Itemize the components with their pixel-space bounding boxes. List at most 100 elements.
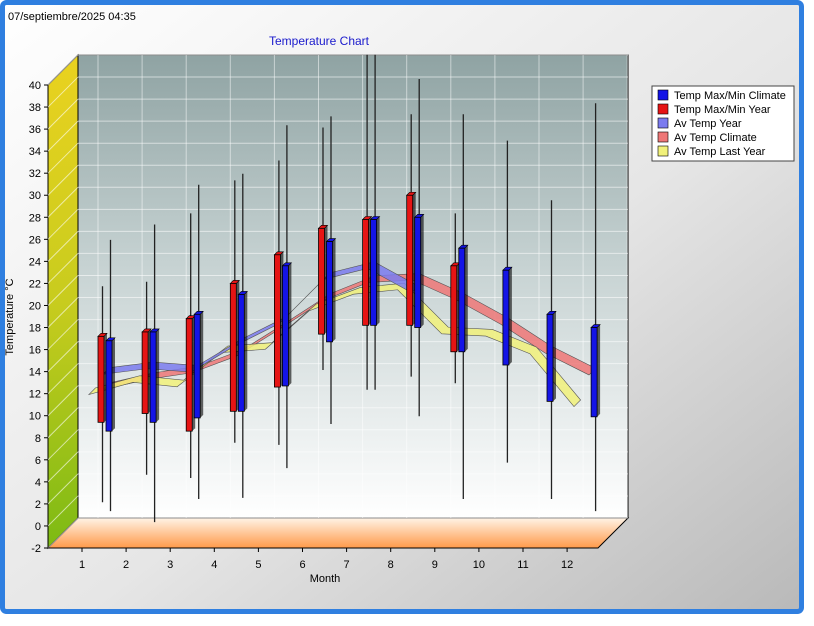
y-tick-label: 34 [29, 146, 41, 158]
year-box [450, 265, 458, 353]
x-tick-label: 12 [561, 559, 573, 571]
climate-box-side [420, 214, 424, 328]
y-tick-label: 20 [29, 300, 41, 312]
y-tick-label: 40 [29, 80, 41, 92]
climate-box-side [244, 291, 248, 412]
x-tick-label: 2 [123, 559, 129, 571]
climate-box-side [508, 267, 512, 366]
y-tick-label: -2 [31, 543, 41, 555]
grid-line-side [47, 186, 79, 218]
legend-label: Av Temp Last Year [674, 146, 766, 158]
grid-line-side [47, 319, 79, 350]
grid-line-side [47, 142, 79, 174]
x-tick-label: 11 [517, 559, 528, 571]
x-axis-ticks: 1 2 3 4 5 6 7 8 9 10 11 12 [48, 547, 598, 571]
year-box [141, 331, 149, 414]
grid-line-side [47, 429, 79, 461]
y-tick-label: 28 [29, 212, 41, 224]
climate-box [370, 219, 378, 326]
legend-box [651, 85, 795, 162]
y-tick-label: 36 [29, 124, 41, 136]
floor [46, 517, 630, 549]
year-box [229, 283, 237, 412]
grid-line-side [47, 407, 79, 439]
year-box [318, 227, 325, 335]
legend: Temp Max/Min Climate Temp Max/Min Year Av … [651, 85, 795, 162]
grid-line-side [47, 385, 79, 417]
grid-line-side [47, 253, 79, 284]
x-axis-label: Month [310, 573, 341, 585]
climate-box [105, 340, 113, 432]
y-tick-label: 14 [29, 367, 41, 379]
y-tick-label: 22 [29, 278, 41, 290]
year-box [362, 219, 370, 326]
grid-line-side [47, 208, 79, 240]
y-axis-label: Temperature °C [4, 278, 16, 355]
grid-line-side [47, 54, 79, 86]
climate-box-side [200, 311, 204, 418]
y-tick-label: 4 [35, 477, 41, 489]
legend-label: Temp Max/Min Climate [674, 90, 786, 102]
grid-line-side [47, 76, 79, 108]
grid-line-side [47, 495, 79, 527]
climate-box-side [288, 262, 292, 386]
grid-line-side [47, 341, 79, 372]
legend-swatch [657, 89, 669, 101]
y-tick-label: 16 [29, 345, 41, 357]
climate-box [546, 313, 554, 402]
y-tick-label: 10 [29, 411, 41, 423]
climate-box-side [597, 324, 601, 417]
y-tick-label: 32 [29, 168, 41, 180]
climate-box [458, 247, 466, 353]
grid-line-side [47, 297, 79, 328]
year-box [185, 318, 193, 432]
legend-swatch [657, 117, 669, 129]
x-tick-label: 10 [473, 559, 485, 571]
year-box [273, 254, 281, 388]
climate-box [193, 313, 201, 419]
climate-box-side [112, 337, 115, 432]
y-tick-label: 6 [35, 455, 41, 467]
y-tick-label: 18 [29, 323, 41, 335]
x-tick-label: 8 [388, 559, 394, 571]
y-tick-label: 12 [29, 389, 41, 401]
y-tick-label: 26 [29, 234, 41, 246]
x-tick-label: 6 [299, 559, 305, 571]
data-marks [87, 54, 601, 523]
grid-line-side [47, 517, 79, 549]
grid-lines [47, 54, 628, 549]
x-tick-label: 5 [255, 559, 261, 571]
grid-line-side [47, 363, 79, 395]
y-tick-label: 8 [35, 433, 41, 445]
grid-line-side [47, 473, 79, 505]
climate-box-side [332, 238, 336, 342]
climate-box [281, 265, 289, 387]
legend-label: Av Temp Climate [674, 132, 757, 144]
legend-swatch [657, 131, 669, 143]
y-tick-label: 2 [35, 499, 41, 511]
x-tick-label: 1 [79, 559, 85, 571]
x-tick-label: 3 [167, 559, 173, 571]
year-box [97, 335, 105, 423]
grid-line-side [47, 275, 79, 306]
climate-box-side [553, 311, 556, 402]
chart-title: Temperature Chart [269, 34, 370, 48]
y-tick-label: 24 [29, 256, 41, 268]
grid-line-side [47, 98, 79, 130]
climate-box [502, 269, 510, 366]
climate-box-side [156, 328, 160, 423]
x-tick-label: 4 [211, 559, 217, 571]
climate-box [590, 327, 598, 418]
x-tick-label: 9 [432, 559, 438, 571]
legend-label: Av Temp Year [674, 118, 742, 130]
grid-line-side [47, 164, 79, 196]
climate-box-side [376, 216, 380, 326]
climate-box [414, 216, 422, 328]
climate-box [326, 241, 333, 343]
legend-label: Temp Max/Min Year [674, 104, 771, 116]
x-tick-label: 7 [344, 559, 350, 571]
climate-box [237, 294, 245, 412]
